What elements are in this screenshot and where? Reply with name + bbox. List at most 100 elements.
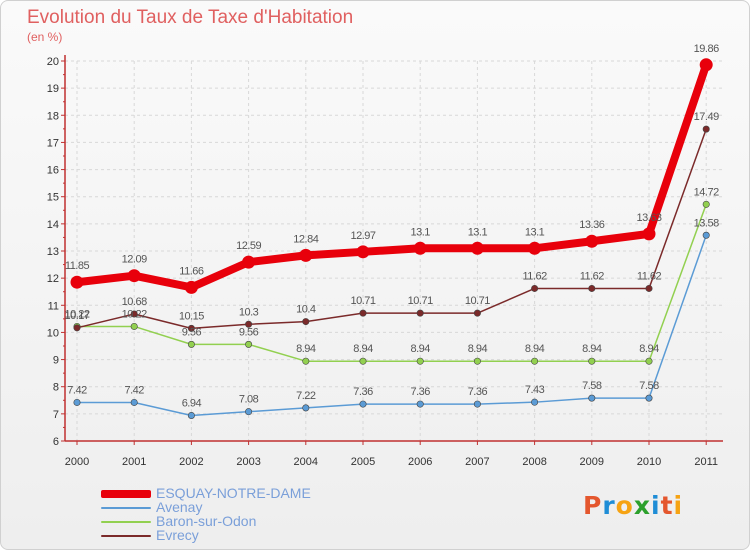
chart-subtitle: (en %) bbox=[27, 30, 63, 44]
data-label: 12.84 bbox=[293, 233, 318, 245]
logo-letter: i bbox=[651, 491, 661, 520]
data-label: 10.15 bbox=[179, 310, 204, 322]
data-point bbox=[416, 400, 424, 408]
y-tick-label: 13 bbox=[47, 246, 59, 258]
data-label: 13.63 bbox=[636, 212, 661, 224]
data-point bbox=[645, 394, 653, 402]
logo-letter: t bbox=[660, 491, 674, 520]
data-point bbox=[528, 241, 542, 255]
logo-letter: r bbox=[602, 491, 616, 520]
y-tick-label: 14 bbox=[47, 219, 59, 231]
data-point bbox=[645, 284, 653, 292]
data-point bbox=[187, 411, 195, 419]
x-tick-label: 2004 bbox=[294, 456, 318, 468]
data-point bbox=[473, 309, 481, 317]
data-point bbox=[356, 245, 370, 259]
data-point bbox=[245, 340, 253, 348]
data-label: 12.09 bbox=[122, 254, 147, 266]
data-label: 11.85 bbox=[65, 260, 90, 272]
series-line-baron-sur-odon bbox=[76, 203, 707, 362]
data-label: 9.56 bbox=[239, 326, 259, 338]
data-point bbox=[130, 322, 138, 330]
data-label: 7.43 bbox=[525, 384, 545, 396]
data-label: 11.62 bbox=[637, 270, 662, 282]
data-point bbox=[585, 234, 599, 248]
data-point bbox=[359, 400, 367, 408]
y-tick-label: 11 bbox=[48, 300, 59, 312]
data-point bbox=[359, 357, 367, 365]
data-label: 9.56 bbox=[182, 326, 202, 338]
data-label: 8.94 bbox=[639, 343, 659, 355]
logo-letter: o bbox=[615, 491, 634, 520]
data-point bbox=[531, 398, 539, 406]
data-label: 10.71 bbox=[465, 295, 490, 307]
x-tick-label: 2010 bbox=[637, 456, 661, 468]
data-point bbox=[642, 227, 656, 241]
legend-item: Evrecy bbox=[101, 527, 361, 543]
data-label: 10.71 bbox=[408, 295, 433, 307]
data-label: 13.1 bbox=[468, 226, 488, 238]
data-point bbox=[130, 398, 138, 406]
data-point bbox=[73, 324, 81, 332]
series-line-avenay bbox=[76, 234, 707, 417]
data-point bbox=[699, 58, 713, 72]
data-label: 7.22 bbox=[296, 390, 316, 402]
data-point bbox=[473, 357, 481, 365]
x-tick-label: 2006 bbox=[408, 456, 432, 468]
x-tick-label: 2005 bbox=[351, 456, 375, 468]
data-point bbox=[702, 200, 710, 208]
data-point bbox=[359, 309, 367, 317]
data-point bbox=[531, 357, 539, 365]
data-point bbox=[127, 269, 141, 283]
data-label: 12.59 bbox=[236, 240, 261, 252]
data-point bbox=[245, 320, 253, 328]
y-tick-label: 18 bbox=[47, 110, 59, 122]
data-point bbox=[73, 398, 81, 406]
data-point bbox=[470, 241, 484, 255]
logo-letter: i bbox=[673, 491, 684, 520]
proxiti-logo: Proxiti bbox=[583, 491, 683, 520]
data-label: 8.94 bbox=[296, 343, 316, 355]
y-tick-label: 10 bbox=[47, 327, 59, 339]
data-label: 13.1 bbox=[525, 226, 545, 238]
data-label: 12.97 bbox=[350, 230, 375, 242]
legend-item: ESQUAY-NOTRE-DAME bbox=[101, 485, 361, 501]
y-tick-label: 12 bbox=[47, 273, 59, 285]
legend-swatch bbox=[101, 490, 151, 498]
data-point bbox=[299, 248, 313, 262]
data-point bbox=[242, 255, 256, 269]
data-label: 10.22 bbox=[64, 308, 89, 320]
x-tick-label: 2008 bbox=[522, 456, 546, 468]
data-point bbox=[70, 275, 84, 289]
legend-label: Evrecy bbox=[156, 527, 199, 543]
data-label: 8.94 bbox=[582, 343, 602, 355]
data-label: 6.94 bbox=[182, 397, 202, 409]
data-point bbox=[702, 231, 710, 239]
data-label: 13.58 bbox=[694, 217, 719, 229]
data-point bbox=[302, 404, 310, 412]
x-tick-label: 2000 bbox=[65, 456, 89, 468]
data-label: 7.58 bbox=[639, 380, 659, 392]
data-point bbox=[416, 357, 424, 365]
legend-swatch bbox=[101, 507, 151, 509]
data-label: 13.1 bbox=[410, 226, 430, 238]
y-tick-label: 6 bbox=[53, 436, 59, 448]
x-tick-label: 2011 bbox=[694, 456, 718, 468]
legend-label: ESQUAY-NOTRE-DAME bbox=[156, 485, 311, 501]
chart-title: Evolution du Taux de Taxe d'Habitation bbox=[27, 7, 354, 28]
logo-letter: x bbox=[633, 491, 651, 520]
data-label: 11.62 bbox=[522, 270, 547, 282]
data-point bbox=[130, 310, 138, 318]
data-label: 8.94 bbox=[468, 343, 488, 355]
data-label: 7.36 bbox=[353, 386, 373, 398]
data-label: 13.36 bbox=[579, 219, 604, 231]
data-point bbox=[302, 318, 310, 326]
data-point bbox=[588, 394, 596, 402]
legend-swatch bbox=[101, 521, 151, 523]
x-tick-label: 2009 bbox=[580, 456, 604, 468]
y-tick-label: 19 bbox=[47, 83, 59, 95]
data-label: 10.4 bbox=[296, 304, 316, 316]
legend-item: Avenay bbox=[101, 499, 361, 515]
